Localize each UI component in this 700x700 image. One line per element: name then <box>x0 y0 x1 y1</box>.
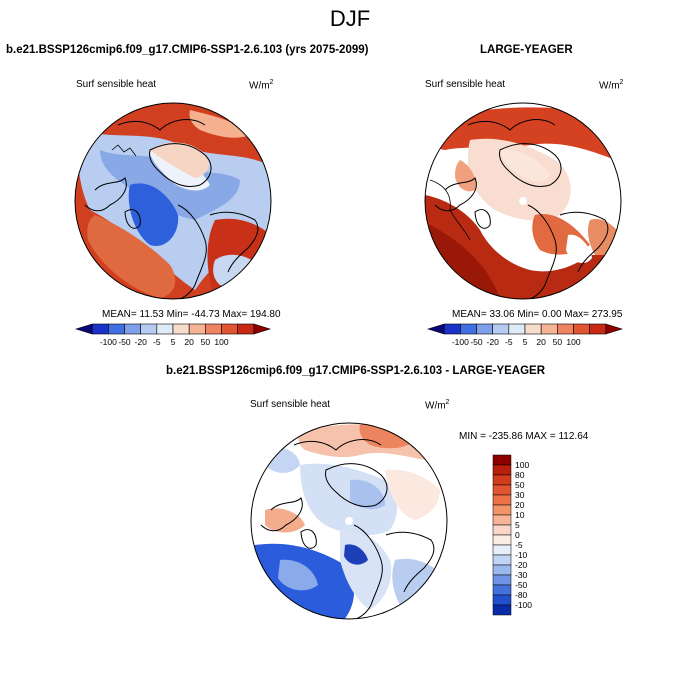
colorbar-swatch <box>492 524 512 536</box>
colorbar-swatch <box>492 474 512 486</box>
colorbar-swatch <box>605 323 624 335</box>
colorbar-tick-label: -20 <box>135 337 148 347</box>
panel-case-variable: Surf sensible heat <box>76 79 157 90</box>
colorbar-tick-label: 100 <box>515 460 529 470</box>
colorbar-swatch <box>492 534 512 546</box>
colorbar-tick-label: -5 <box>515 540 523 550</box>
colorbar-swatch <box>524 323 542 335</box>
panel-case-units: W/m2 <box>249 79 274 92</box>
colorbar-swatch <box>221 323 238 335</box>
colorbar-case: -100 -50 -20 -5 5 20 50 100 <box>74 323 272 347</box>
colorbar-tick-label: -100 <box>515 600 532 610</box>
colorbar-tick-label: 5 <box>523 337 528 347</box>
colorbar-swatch <box>492 494 512 506</box>
colorbar-swatch <box>492 554 512 566</box>
panel-diff-title: b.e21.BSSP126cmip6.f09_g17.CMIP6-SSP1-2.… <box>166 365 546 377</box>
colorbar-tick-label: -100 <box>100 337 117 347</box>
panel-case-title: b.e21.BSSP126cmip6.f09_g17.CMIP6-SSP1-2.… <box>6 44 369 56</box>
colorbar-swatch <box>205 323 222 335</box>
colorbar-swatch <box>557 323 574 335</box>
map-obs <box>424 102 622 300</box>
colorbar-tick-label: -20 <box>487 337 500 347</box>
colorbar-tick-label: -50 <box>515 580 528 590</box>
colorbar-tick-label: 50 <box>553 337 563 347</box>
colorbar-tick-label: -100 <box>452 337 469 347</box>
figure-title: DJF <box>329 6 371 31</box>
colorbar-tick-label: -50 <box>118 337 131 347</box>
colorbar-tick-label: -10 <box>515 550 528 560</box>
colorbar-tick-label: -30 <box>515 570 528 580</box>
colorbar-swatch <box>124 323 141 335</box>
colorbar-swatch <box>492 514 512 526</box>
colorbar-swatch <box>443 323 461 335</box>
colorbar-tick-label: -5 <box>505 337 513 347</box>
colorbar-tick-label: 0 <box>515 530 520 540</box>
map-diff <box>250 422 448 620</box>
colorbar-tick-label: 20 <box>515 500 525 510</box>
panel-diff-stats: MIN = -235.86 MAX = 112.64 <box>459 431 589 442</box>
colorbar-swatch <box>492 544 512 556</box>
colorbar-tick-label: 5 <box>515 520 520 530</box>
colorbar-swatch <box>492 564 512 576</box>
colorbar-swatch <box>573 323 590 335</box>
colorbar-swatch <box>492 323 510 335</box>
colorbar-swatch <box>460 323 477 335</box>
colorbar-tick-label: 80 <box>515 470 525 480</box>
colorbar-swatch <box>492 604 512 616</box>
colorbar-swatch <box>492 504 512 516</box>
colorbar-swatch <box>476 323 493 335</box>
colorbar-tick-label: 30 <box>515 490 525 500</box>
colorbar-tick-label: -5 <box>153 337 161 347</box>
colorbar-tick-label: 20 <box>536 337 546 347</box>
colorbar-swatch <box>492 584 512 596</box>
colorbar-tick-label: -80 <box>515 590 528 600</box>
colorbar-tick-label: 100 <box>566 337 580 347</box>
colorbar-tick-label: 50 <box>201 337 211 347</box>
colorbar-swatch <box>492 574 512 586</box>
colorbar-swatch <box>74 323 93 335</box>
colorbar-swatch <box>540 323 558 335</box>
colorbar-tick-label: 20 <box>184 337 194 347</box>
colorbar-swatch <box>492 454 512 466</box>
colorbar-tick-label: 5 <box>171 337 176 347</box>
colorbar-swatch <box>492 464 512 476</box>
panel-obs-variable: Surf sensible heat <box>425 79 506 90</box>
map-case <box>74 102 272 300</box>
colorbar-tick-label: 100 <box>214 337 228 347</box>
colorbar-swatch <box>172 323 190 335</box>
colorbar-tick-label: 50 <box>515 480 525 490</box>
colorbar-tick-label: -20 <box>515 560 528 570</box>
panel-obs-stats: MEAN= 33.06 Min= 0.00 Max= 273.95 <box>452 309 623 320</box>
colorbar-tick-label: -50 <box>470 337 483 347</box>
panel-diff-units: W/m2 <box>425 399 450 412</box>
colorbar-tick-label: 10 <box>515 510 525 520</box>
panel-diff-variable: Surf sensible heat <box>250 399 331 410</box>
colorbar-obs: -100 -50 -20 -5 5 20 50 100 <box>426 323 624 347</box>
colorbar-swatch <box>492 594 512 606</box>
colorbar-swatch <box>253 323 272 335</box>
colorbar-swatch <box>156 323 174 335</box>
colorbar-swatch <box>492 484 512 496</box>
colorbar-swatch <box>237 323 255 335</box>
panel-obs-units: W/m2 <box>599 79 624 92</box>
colorbar-swatch <box>91 323 109 335</box>
colorbar-swatch <box>589 323 607 335</box>
colorbar-swatch <box>426 323 445 335</box>
panel-obs-title: LARGE-YEAGER <box>480 44 573 56</box>
colorbar-swatch <box>140 323 158 335</box>
colorbar-swatch <box>508 323 526 335</box>
colorbar-swatch <box>108 323 125 335</box>
panel-case-stats: MEAN= 11.53 Min= -44.73 Max= 194.80 <box>102 309 281 320</box>
colorbar-swatch <box>188 323 206 335</box>
